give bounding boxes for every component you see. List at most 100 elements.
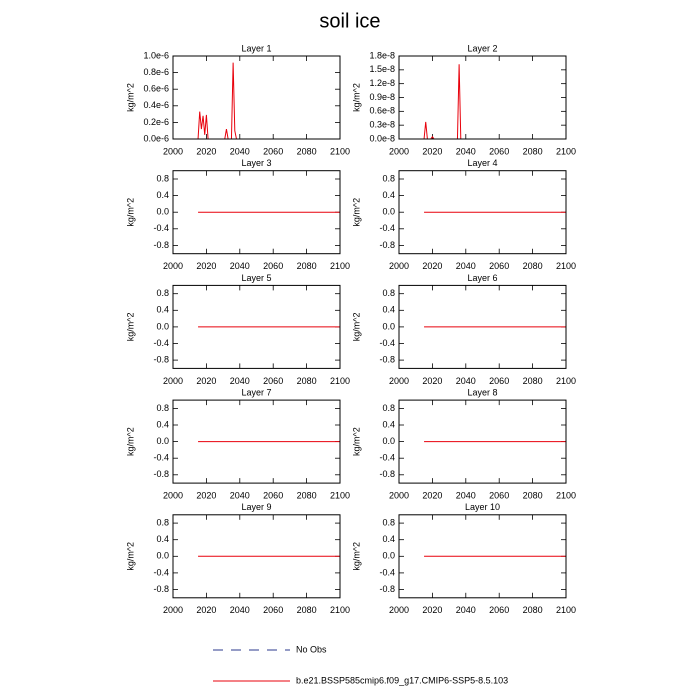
- x-tick-label: 2100: [330, 490, 350, 500]
- plot-frame: [398, 514, 567, 599]
- x-tick-label: 2000: [163, 376, 183, 386]
- x-tick-label: 2020: [422, 490, 442, 500]
- y-tick-label: 0.4: [156, 419, 169, 429]
- plot-frame: [172, 55, 341, 140]
- x-tick-label: 2040: [230, 376, 250, 386]
- y-tick-label: 0.8: [156, 288, 169, 298]
- y-axis-label: kg/m^2: [125, 198, 135, 227]
- y-axis-label: kg/m^2: [351, 83, 361, 112]
- x-tick-label: 2080: [523, 146, 543, 156]
- plot-frame: [172, 399, 341, 484]
- legend-label: No Obs: [296, 644, 327, 654]
- x-tick-label: 2080: [297, 261, 317, 271]
- x-tick-label: 2020: [196, 261, 216, 271]
- x-tick-label: 2000: [389, 490, 409, 500]
- data-line: [423, 64, 566, 140]
- panel-title: Layer 4: [467, 158, 497, 168]
- x-tick-label: 2000: [163, 146, 183, 156]
- y-tick-label: -0.8: [379, 240, 395, 250]
- y-tick-label: 0.2e-6: [143, 117, 169, 127]
- x-tick-label: 2000: [389, 261, 409, 271]
- plot-frame: [398, 284, 567, 369]
- x-tick-label: 2040: [456, 261, 476, 271]
- y-tick-label: 0.8: [156, 403, 169, 413]
- x-tick-label: 2060: [263, 376, 283, 386]
- plot-frame: [398, 170, 567, 255]
- y-tick-label: 0.6e-8: [369, 106, 395, 116]
- x-tick-label: 2020: [196, 490, 216, 500]
- y-tick-label: -0.4: [379, 338, 395, 348]
- y-tick-label: -0.4: [379, 453, 395, 463]
- y-tick-label: 0.0: [382, 551, 395, 561]
- y-tick-label: 0.8e-6: [143, 67, 169, 77]
- y-axis-label: kg/m^2: [351, 198, 361, 227]
- y-tick-label: 0.8: [382, 403, 395, 413]
- x-tick-label: 2060: [263, 261, 283, 271]
- y-axis-label: kg/m^2: [351, 427, 361, 456]
- y-tick-label: 0.0e-6: [143, 133, 169, 143]
- plot-frame: [172, 170, 341, 255]
- panel-title: Layer 5: [241, 273, 271, 283]
- plot-frame: [172, 284, 341, 369]
- y-tick-label: 0.0: [382, 321, 395, 331]
- y-tick-label: 0.0e-8: [369, 133, 395, 143]
- y-tick-label: 0.8: [156, 517, 169, 527]
- x-tick-label: 2000: [163, 261, 183, 271]
- panel-title: Layer 6: [467, 273, 497, 283]
- x-tick-label: 2000: [389, 376, 409, 386]
- y-tick-label: -0.8: [379, 584, 395, 594]
- y-tick-label: -0.8: [379, 469, 395, 479]
- x-tick-label: 2040: [456, 605, 476, 615]
- x-tick-label: 2020: [196, 605, 216, 615]
- x-tick-label: 2020: [196, 146, 216, 156]
- x-tick-label: 2040: [230, 146, 250, 156]
- panel-title: Layer 2: [467, 43, 497, 53]
- y-axis-label: kg/m^2: [125, 427, 135, 456]
- y-tick-label: 0.0: [156, 436, 169, 446]
- x-tick-label: 2040: [230, 490, 250, 500]
- x-tick-label: 2060: [489, 605, 509, 615]
- x-tick-label: 2040: [456, 146, 476, 156]
- x-tick-label: 2080: [297, 490, 317, 500]
- plot-frame: [398, 55, 567, 140]
- figure-title: soil ice: [319, 10, 380, 32]
- y-tick-label: 1.0e-6: [143, 50, 169, 60]
- y-tick-label: -0.4: [379, 223, 395, 233]
- y-tick-label: -0.8: [153, 584, 169, 594]
- panel-title: Layer 8: [467, 387, 497, 397]
- x-tick-label: 2100: [556, 261, 576, 271]
- y-tick-label: 0.4e-6: [143, 100, 169, 110]
- y-axis-label: kg/m^2: [351, 313, 361, 342]
- x-tick-label: 2100: [330, 261, 350, 271]
- panel-title: Layer 9: [241, 502, 271, 512]
- legend-label: b.e21.BSSP585cmip6.f09_g17.CMIP6-SSP5-8.…: [296, 675, 508, 685]
- y-tick-label: 0.4: [156, 534, 169, 544]
- x-tick-label: 2020: [422, 146, 442, 156]
- x-tick-label: 2060: [263, 605, 283, 615]
- y-tick-label: 1.8e-8: [369, 50, 395, 60]
- x-tick-label: 2040: [230, 605, 250, 615]
- y-tick-label: -0.4: [153, 567, 169, 577]
- y-tick-label: 0.8: [382, 288, 395, 298]
- x-tick-label: 2080: [297, 376, 317, 386]
- x-tick-label: 2100: [330, 146, 350, 156]
- y-tick-label: 0.3e-8: [369, 120, 395, 130]
- x-tick-label: 2040: [456, 376, 476, 386]
- panel-title: Layer 10: [465, 502, 500, 512]
- y-tick-label: -0.8: [153, 469, 169, 479]
- x-tick-label: 2060: [489, 376, 509, 386]
- x-tick-label: 2000: [389, 146, 409, 156]
- x-tick-label: 2100: [556, 605, 576, 615]
- y-tick-label: -0.8: [153, 354, 169, 364]
- panel-title: Layer 7: [241, 387, 271, 397]
- y-axis-label: kg/m^2: [125, 313, 135, 342]
- plot-frame: [172, 514, 341, 599]
- y-tick-label: 0.0: [382, 207, 395, 217]
- x-tick-label: 2020: [422, 376, 442, 386]
- x-tick-label: 2100: [330, 376, 350, 386]
- data-line: [197, 62, 340, 140]
- y-tick-label: 0.0: [156, 207, 169, 217]
- x-tick-label: 2080: [523, 605, 543, 615]
- x-tick-label: 2020: [196, 376, 216, 386]
- y-tick-label: 0.4: [382, 419, 395, 429]
